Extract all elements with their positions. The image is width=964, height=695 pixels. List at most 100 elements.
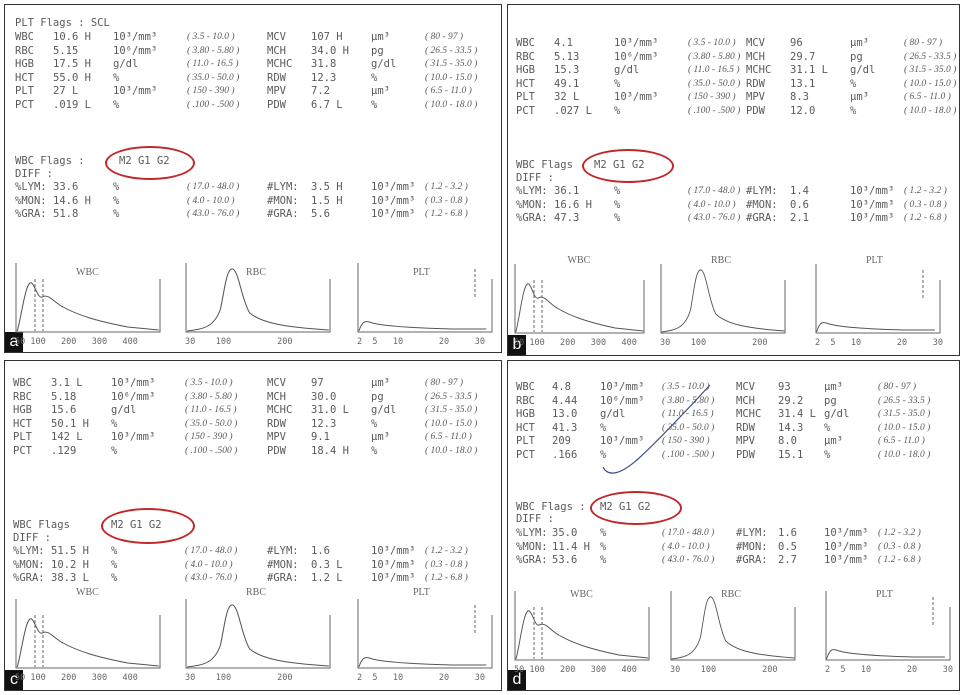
param-name: PDW (267, 98, 286, 111)
param-name: PCT (13, 444, 32, 457)
param-unit: 10³/mm³ (614, 91, 659, 103)
rbc-histogram-title: RBC (721, 589, 742, 600)
param-name: RDW (267, 71, 286, 84)
param-unit: 10³/mm³ (824, 527, 869, 539)
param-unit: 10³/mm³ (600, 381, 645, 393)
param-name: #GRA: (736, 554, 768, 566)
param-reference-range: ( 80 - 97 ) (878, 382, 916, 392)
plt-histogram (357, 263, 493, 333)
param-name: PLT (516, 91, 535, 103)
param-unit: % (111, 444, 118, 457)
histogram-axis (185, 599, 331, 669)
param-reference-range: ( 4.0 - 10.0 ) (185, 559, 233, 570)
param-value: 31.8 (311, 58, 337, 70)
param-unit: 10³/mm³ (111, 431, 156, 443)
wbc-flags-highlight-ring (590, 491, 682, 525)
param-name: %GRA: (15, 208, 47, 220)
param-reference-range: ( 11.0 - 16.5 ) (185, 405, 237, 415)
param-name: PDW (746, 104, 765, 117)
param-reference-range: ( 10.0 - 18.0 ) (425, 445, 478, 456)
param-reference-range: ( 43.0 - 76.0 ) (688, 213, 741, 223)
param-value: 3.1 L (51, 377, 83, 389)
param-value: 36.1 (554, 185, 580, 197)
panel-b: WBC Flags M2 G1 G2 DIFF : b WBC 4.1 10³/mm… (507, 4, 960, 356)
param-reference-range: ( .100 - .500 ) (187, 99, 240, 110)
param-unit: g/dl (824, 408, 850, 420)
param-reference-range: ( 150 - 390 ) (185, 432, 233, 442)
param-reference-range: ( 35.0 - 50.0 ) (662, 422, 715, 433)
rbc-histogram-title: RBC (246, 587, 267, 598)
param-reference-range: ( 0.3 - 0.8 ) (904, 199, 947, 210)
param-name: PLT (13, 431, 32, 443)
param-name: MPV (267, 85, 286, 97)
param-name: MCH (267, 44, 286, 57)
histogram-axis (514, 591, 650, 661)
param-name: HGB (13, 404, 32, 416)
param-name: MCHC (267, 58, 293, 70)
param-value: 5.18 (51, 390, 77, 403)
param-reference-range: ( 10.0 - 18.0 ) (904, 105, 957, 116)
param-value: 31.0 L (311, 404, 349, 416)
plt-distribution-curve (826, 648, 945, 660)
plt-histogram (357, 599, 493, 669)
param-value: 13.1 (790, 77, 816, 90)
param-unit: 10³/mm³ (600, 435, 645, 447)
param-unit: g/dl (371, 58, 397, 70)
histogram-axis (514, 264, 645, 334)
wbc-distribution-curve (16, 282, 159, 332)
param-reference-range: ( 3.5 - 10.0 ) (688, 38, 736, 48)
param-reference-range: ( 150 - 390 ) (662, 436, 710, 446)
rbc-histogram (670, 591, 796, 661)
wbc-axis-ticks: 50 100 200 300 400 (15, 337, 138, 347)
wbc-axis-ticks: 50 100 200 300 400 (514, 665, 637, 675)
param-name: #GRA: (746, 212, 778, 224)
param-value: 18.4 H (311, 444, 349, 457)
param-unit: pg (824, 394, 837, 407)
diff-label: DIFF : (516, 172, 554, 184)
param-value: .019 L (53, 98, 91, 111)
wbc-axis-ticks: 50 100 200 300 400 (514, 338, 637, 348)
param-reference-range: ( 3.5 - 10.0 ) (185, 378, 233, 388)
param-unit: % (113, 98, 120, 111)
param-name: RBC (15, 44, 34, 57)
param-value: 4.8 (552, 381, 571, 393)
rbc-distribution-curve (187, 268, 329, 332)
param-value: 51.8 (53, 208, 79, 220)
param-reference-range: ( 26.5 - 33.5 ) (425, 391, 478, 402)
param-reference-range: ( 0.3 - 0.8 ) (878, 541, 921, 552)
histogram-axis (15, 599, 161, 669)
param-name: MCHC (746, 64, 772, 76)
param-value: 50.1 H (51, 417, 89, 430)
param-reference-range: ( 4.0 - 10.0 ) (688, 199, 736, 210)
param-value: 0.5 (778, 540, 797, 553)
param-value: 35.0 (552, 527, 578, 539)
panel-a: PLT Flags : SCL WBC Flags : M2 G1 G2 DIF… (4, 4, 502, 353)
plt-axis-ticks: 2 5 10 20 30 (825, 665, 953, 675)
param-value: 2.1 (790, 212, 809, 224)
wbc-histogram (514, 591, 650, 661)
param-unit: 10³/mm³ (824, 540, 869, 553)
param-name: PCT (516, 104, 535, 117)
wbc-histogram-title: WBC (76, 587, 99, 598)
param-value: 93 (778, 381, 791, 393)
histogram-axis (357, 599, 493, 669)
rbc-histogram-title: RBC (246, 267, 267, 278)
rbc-axis-ticks: 30 100 200 (670, 665, 778, 675)
param-unit: % (111, 417, 118, 430)
param-value: 16.6 H (554, 198, 592, 211)
param-name: #LYM: (267, 545, 299, 557)
param-value: 5.13 (554, 50, 580, 63)
param-name: HGB (15, 58, 34, 70)
param-value: 14.6 H (53, 194, 91, 207)
plt-distribution-curve (816, 321, 935, 333)
param-unit: % (614, 104, 621, 117)
param-reference-range: ( 43.0 - 76.0 ) (662, 555, 715, 565)
wbc-flags-label: WBC Flags (13, 519, 70, 531)
param-name: %MON: (516, 540, 548, 553)
histogram-axis (15, 263, 161, 333)
param-reference-range: ( 1.2 - 6.8 ) (425, 573, 468, 583)
panel-d: WBC Flags : M2 G1 G2 DIFF : d WBC 4.8 10³/… (507, 360, 960, 691)
param-name: PDW (736, 448, 755, 461)
param-value: 1.5 H (311, 194, 343, 207)
param-value: .129 (51, 444, 77, 457)
